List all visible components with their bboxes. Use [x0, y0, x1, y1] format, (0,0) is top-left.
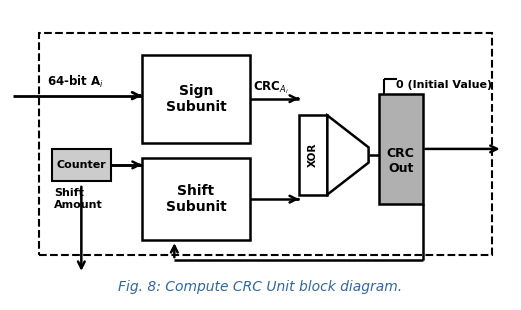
Bar: [142, 158, 250, 240]
Bar: [52, 149, 111, 181]
Text: Shift
Subunit: Shift Subunit: [166, 184, 226, 214]
Text: Sign
Subunit: Sign Subunit: [166, 84, 226, 114]
Bar: [299, 115, 327, 195]
Bar: [39, 33, 492, 255]
Bar: [379, 94, 423, 204]
Text: XOR: XOR: [308, 143, 318, 167]
Text: 0 (Initial Value): 0 (Initial Value): [395, 80, 492, 90]
Text: CRC
Out: CRC Out: [387, 147, 415, 175]
Text: Counter: Counter: [56, 160, 106, 170]
Text: Fig. 8: Compute CRC Unit block diagram.: Fig. 8: Compute CRC Unit block diagram.: [118, 281, 402, 294]
Polygon shape: [327, 115, 368, 195]
Text: CRC$_{A_i}$: CRC$_{A_i}$: [253, 79, 288, 95]
Text: Shift
Amount: Shift Amount: [54, 188, 103, 210]
Bar: [142, 55, 250, 143]
Text: 64-bit A$_i$: 64-bit A$_i$: [46, 73, 103, 90]
